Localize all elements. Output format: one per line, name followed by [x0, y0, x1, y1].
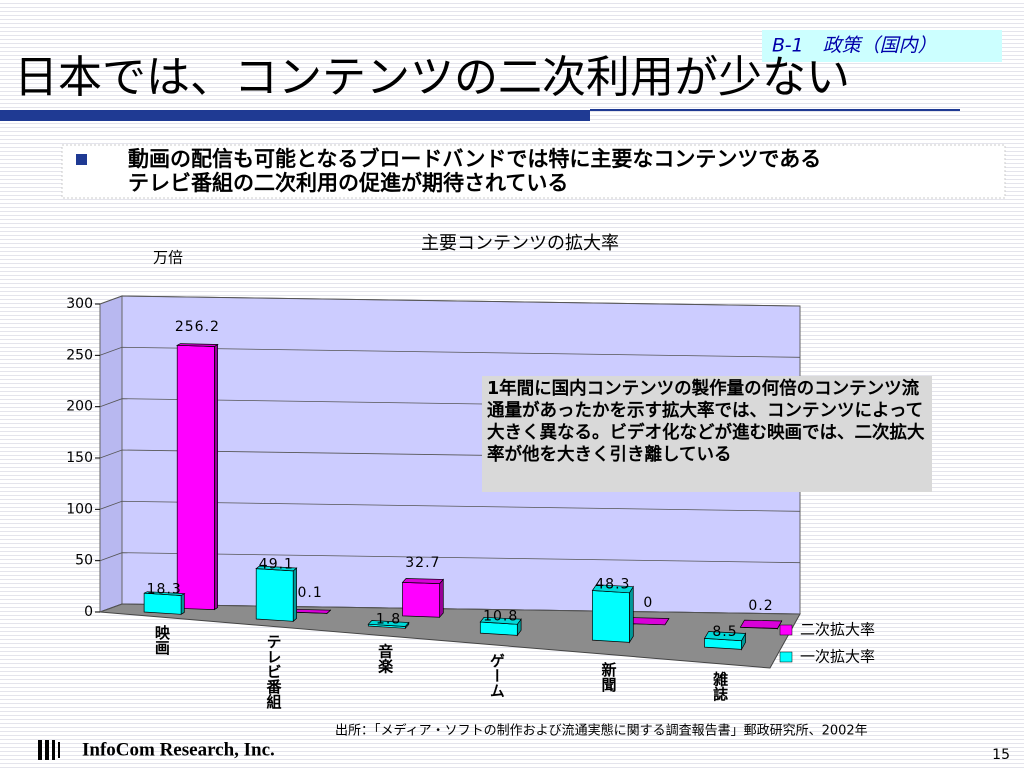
- value-label: 49.1: [259, 556, 294, 572]
- bar-top: [479, 616, 522, 625]
- value-label: 8.5: [712, 624, 737, 640]
- value-label: 0.1: [297, 585, 322, 601]
- bar-front: [592, 590, 630, 643]
- bar-top: [591, 584, 634, 594]
- grid-line: [99, 346, 801, 358]
- bullet-mark: [76, 154, 87, 165]
- legend-swatch: [779, 651, 793, 663]
- bar-side: [214, 343, 218, 611]
- value-label: 0.2: [748, 598, 773, 614]
- value-label: 0: [643, 595, 653, 611]
- grid-line: [99, 295, 801, 307]
- legend-label: 一次拡大率: [800, 648, 875, 666]
- bar: [401, 578, 445, 619]
- y-tick-label: 0: [84, 604, 93, 620]
- floor: [99, 603, 801, 669]
- grid-line: [99, 500, 801, 512]
- value-label: 48.3: [595, 577, 630, 593]
- y-tick-label: 300: [66, 296, 93, 312]
- bullet-line: テレビ番組の二次利用の促進が期待されている: [128, 171, 568, 195]
- page-number: 15: [992, 747, 1010, 763]
- bar-top: [143, 591, 186, 596]
- bar-side: [292, 567, 297, 623]
- bar: [175, 343, 219, 611]
- legend-swatch: [779, 624, 793, 636]
- bullet-box: [61, 144, 1006, 199]
- x-tick-label: 新聞: [600, 661, 618, 693]
- y-axis-label: 万倍: [153, 249, 183, 267]
- x-tick-label: 雑誌: [711, 671, 729, 702]
- x-tick-label: 映画: [153, 624, 171, 656]
- bar-front: [176, 344, 215, 610]
- x-tick-label: ゲーム: [488, 653, 506, 698]
- legend-label: 二次拡大率: [800, 621, 875, 639]
- chart-title: 主要コンテンツの拡大率: [421, 233, 619, 254]
- x-tick-label: テレビ番組: [265, 634, 283, 709]
- bar-top: [367, 620, 410, 627]
- bar-side: [439, 578, 444, 619]
- y-tick-label: 150: [66, 450, 93, 466]
- bar: [255, 565, 298, 623]
- bar: [739, 619, 783, 630]
- bar: [591, 584, 634, 644]
- bar-top: [401, 578, 445, 584]
- value-label: 18.3: [147, 582, 182, 598]
- bar: [703, 631, 747, 651]
- bar-top: [703, 631, 747, 642]
- bar: [143, 591, 186, 615]
- grid-line: [99, 552, 801, 564]
- company: InfoCom Research, Inc.: [82, 739, 275, 760]
- bar: [479, 616, 522, 637]
- tag: B-1 政策（国内）: [772, 35, 937, 57]
- tag-box: [762, 30, 1002, 62]
- title-bar: [0, 110, 590, 121]
- x-tick-label: 音楽: [376, 643, 394, 675]
- source: 出所：「メディア・ソフトの制作および流通実態に関する調査報告書」郵政研究所、20…: [335, 723, 868, 739]
- bar-top: [175, 343, 219, 347]
- value-label: 256.2: [175, 319, 220, 335]
- logo: [38, 740, 60, 760]
- bar-top: [739, 619, 783, 629]
- bullet-line: 動画の配信も可能となるブロードバンドでは特に主要なコンテンツである: [128, 147, 821, 171]
- value-label: 10.8: [483, 609, 518, 625]
- bar-side: [629, 585, 634, 644]
- bar: [627, 617, 670, 626]
- bar: [367, 620, 410, 630]
- note-box: 1年間に国内コンテンツの製作量の何倍のコンテンツ流通量があったかを示す拡大率では…: [482, 376, 932, 492]
- value-label: 1.8: [376, 611, 401, 627]
- y-tick-label: 200: [66, 399, 93, 415]
- bar-front: [255, 568, 294, 622]
- bar-top: [255, 565, 298, 572]
- y-tick-label: 250: [66, 347, 93, 363]
- grid-line: [99, 603, 801, 615]
- y-tick-label: 100: [66, 501, 93, 517]
- bar-top: [627, 617, 670, 626]
- value-label: 32.7: [405, 555, 440, 571]
- slide-title: 日本では、コンテンツの二次利用が少ない: [14, 52, 850, 103]
- y-tick-label: 50: [75, 553, 93, 569]
- bar-front: [402, 582, 440, 618]
